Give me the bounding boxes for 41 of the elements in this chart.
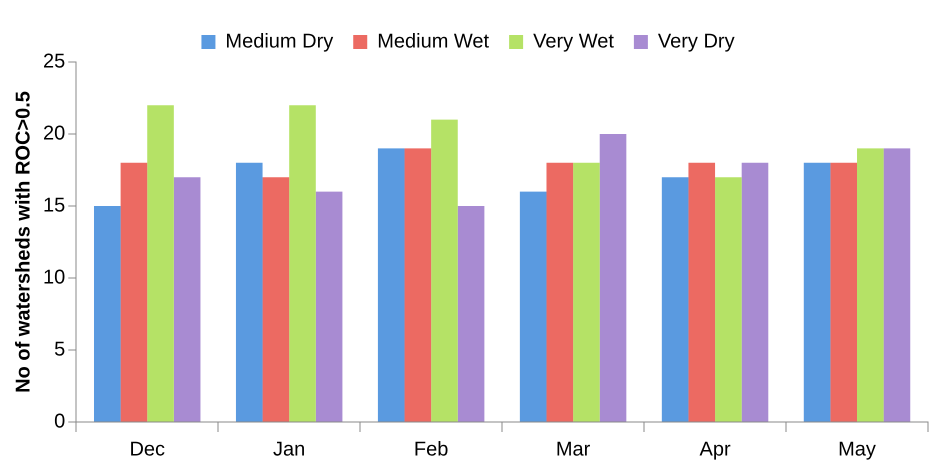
y-tick-label: 15 <box>42 194 66 217</box>
legend-label: Very Wet <box>533 30 614 53</box>
bar <box>174 177 200 422</box>
bar <box>289 105 316 422</box>
y-tick-label: 20 <box>42 122 66 145</box>
bar <box>688 162 716 422</box>
y-tick-label: 5 <box>54 338 66 361</box>
bar <box>546 162 574 422</box>
y-axis-title: No of watersheds with ROC>0.5 <box>12 91 35 393</box>
x-tick-label: Jan <box>273 438 306 461</box>
bar <box>830 162 858 422</box>
bar <box>378 148 405 422</box>
bar <box>857 148 884 422</box>
bar <box>262 177 290 422</box>
legend-label: Medium Wet <box>377 30 490 53</box>
x-tick-label: Mar <box>556 438 591 461</box>
bar <box>715 177 742 422</box>
bar <box>742 162 768 422</box>
legend-label: Very Dry <box>658 30 735 53</box>
bar <box>662 177 688 422</box>
bar <box>804 162 830 422</box>
bar <box>884 148 910 422</box>
bar <box>147 105 174 422</box>
bar <box>404 148 432 422</box>
y-tick-label: 0 <box>54 410 66 433</box>
bar <box>236 162 263 422</box>
bar <box>431 120 458 422</box>
x-tick-label: Feb <box>414 438 448 461</box>
y-tick-label: 25 <box>42 50 66 73</box>
bar <box>573 162 600 422</box>
x-tick-label: Apr <box>700 438 731 461</box>
bar <box>520 192 546 422</box>
bar <box>458 206 484 422</box>
bar <box>94 206 121 422</box>
bar <box>120 162 148 422</box>
bar <box>600 134 626 422</box>
x-tick-label: May <box>838 438 876 461</box>
y-tick-label: 10 <box>42 266 66 289</box>
x-tick-label: Dec <box>129 438 166 461</box>
legend-label: Medium Dry <box>225 30 334 53</box>
bar <box>316 192 342 422</box>
